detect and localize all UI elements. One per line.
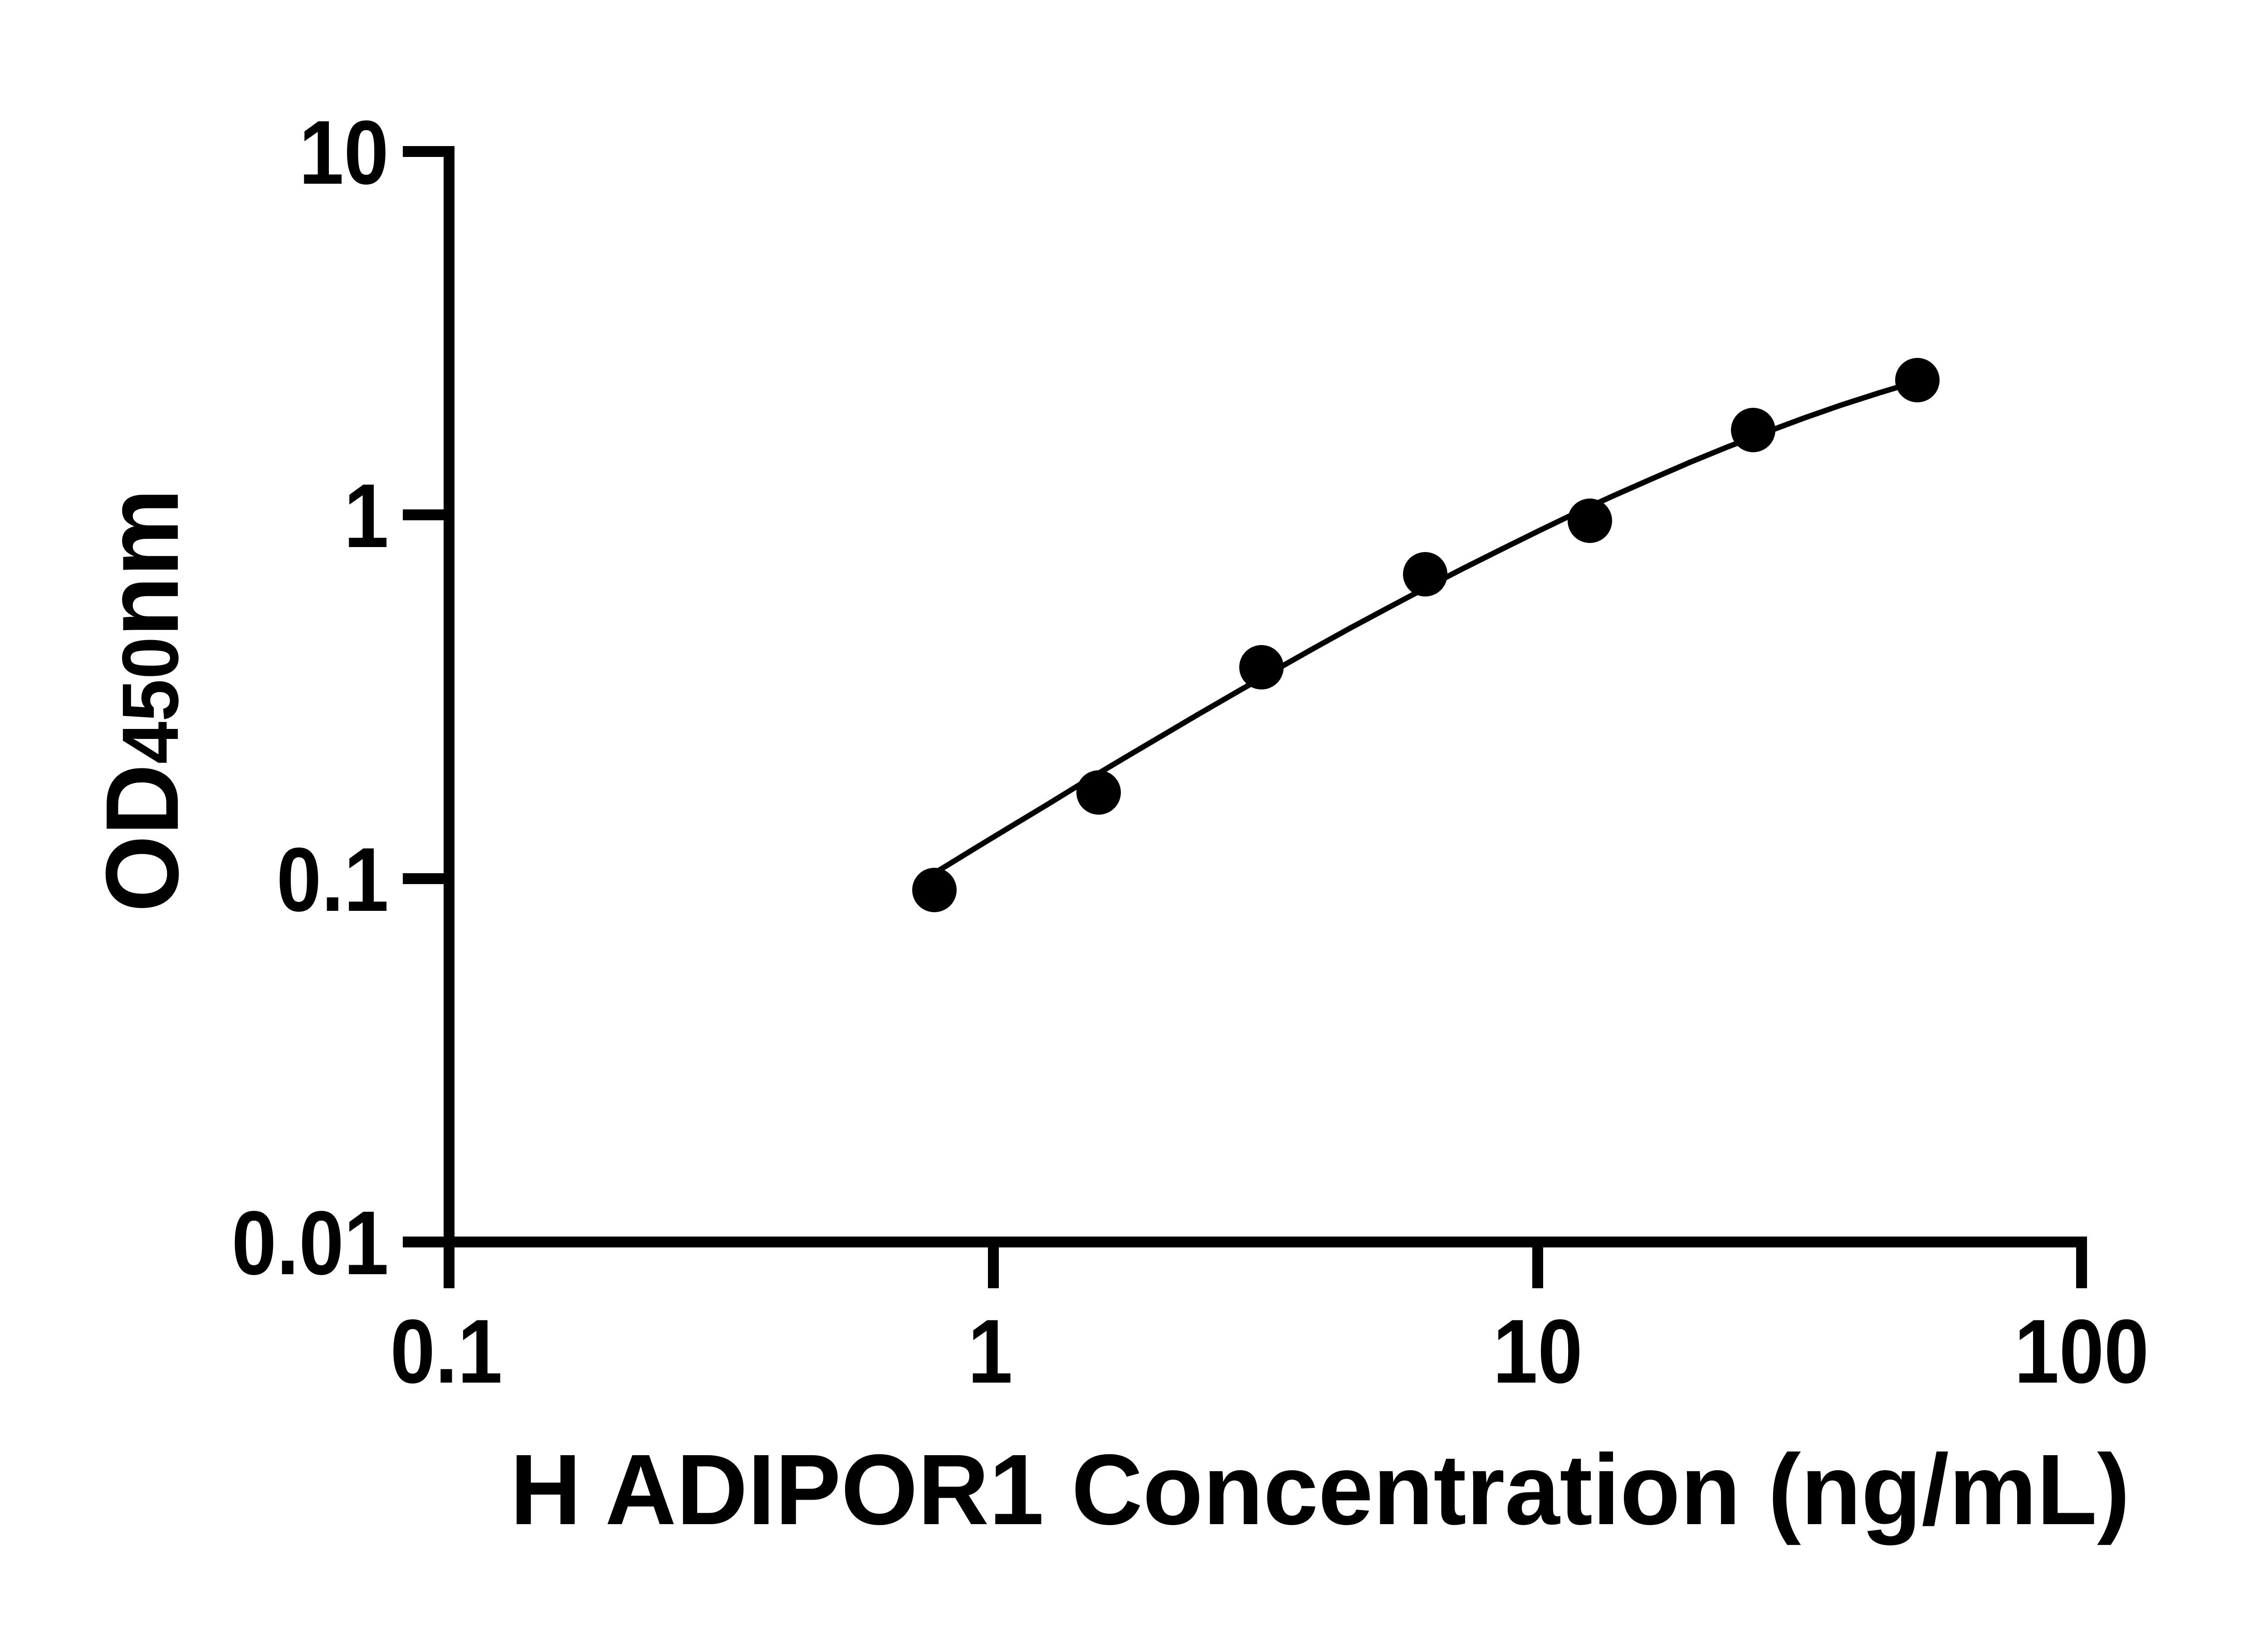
svg-text:H ADIPOR1 Concentration (ng/mL: H ADIPOR1 Concentration (ng/mL) — [510, 1434, 2130, 1546]
svg-text:1: 1 — [968, 1301, 1013, 1402]
svg-text:OD450nm: OD450nm — [84, 489, 200, 912]
svg-text:1: 1 — [344, 465, 389, 567]
svg-text:0.1: 0.1 — [390, 1301, 502, 1402]
svg-text:10: 10 — [1493, 1301, 1583, 1402]
svg-text:10: 10 — [299, 102, 389, 203]
svg-text:0.01: 0.01 — [232, 1193, 389, 1294]
svg-text:100: 100 — [2014, 1301, 2149, 1402]
svg-text:0.1: 0.1 — [277, 829, 389, 930]
